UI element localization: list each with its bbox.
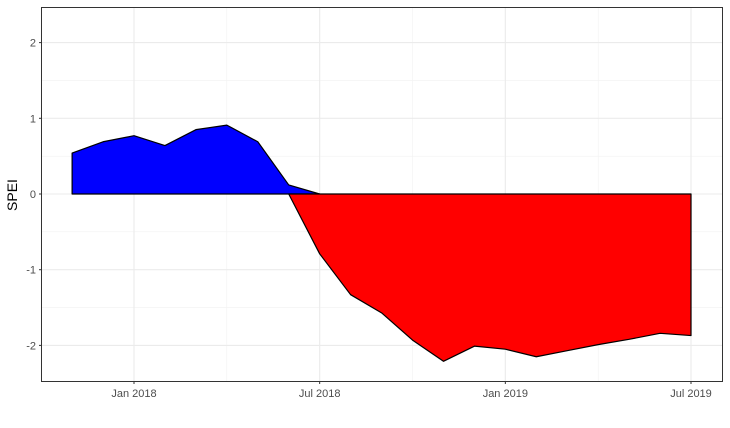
y-tick-label: -1 <box>26 265 36 277</box>
x-tick-label: Jul 2018 <box>299 388 341 400</box>
y-tick-label: -2 <box>26 340 36 352</box>
x-tick-label: Jan 2018 <box>111 388 156 400</box>
axes: -2 -1 0 1 2 Jan 2018 Jul 2018 Jan 2019 Jul 2019 <box>26 38 712 400</box>
positive-area <box>71 124 321 195</box>
y-tick-label: 0 <box>30 189 36 201</box>
y-tick-label: 2 <box>30 38 36 50</box>
x-tick-label: Jul 2019 <box>670 388 712 400</box>
negative-area <box>288 193 692 362</box>
x-tick-label: Jan 2019 <box>483 388 528 400</box>
y-tick-label: 1 <box>30 113 36 125</box>
areas <box>71 124 692 362</box>
y-axis-label: SPEI <box>4 179 20 211</box>
